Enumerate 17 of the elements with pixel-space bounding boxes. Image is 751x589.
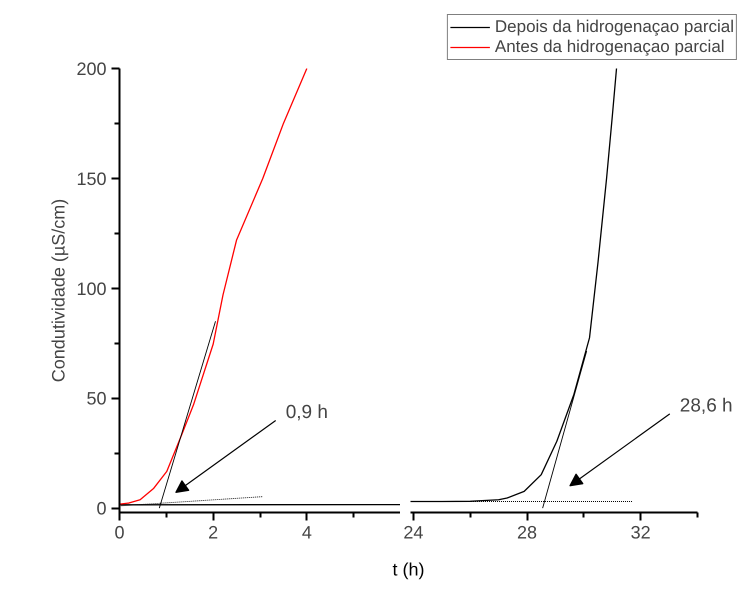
x-tick-label: 0 [114, 522, 125, 542]
x-tick-label: 28 [516, 522, 538, 542]
y-tick-label: 100 [76, 278, 107, 299]
x-tick-label: 32 [630, 522, 651, 542]
x-tick-label: 4 [302, 522, 312, 542]
legend-label: Depois da hidrogenaçao parcial [494, 17, 734, 37]
annotation: 28,6 h [680, 395, 733, 416]
legend-label: Antes da hidrogenaçao parcial [494, 37, 725, 57]
annotation: 0,9 h [286, 402, 328, 424]
y-tick-label: 0 [96, 498, 107, 519]
x-tick-label: 24 [403, 522, 424, 542]
x-tick-label: 2 [208, 522, 218, 542]
y-tick-label: 150 [76, 168, 107, 189]
x-axis-title: t (h) [392, 560, 425, 580]
y-tick-label: 200 [76, 59, 107, 79]
y-axis-title: Condutividade (µS/cm) [48, 198, 68, 382]
y-tick-label: 50 [86, 388, 107, 409]
